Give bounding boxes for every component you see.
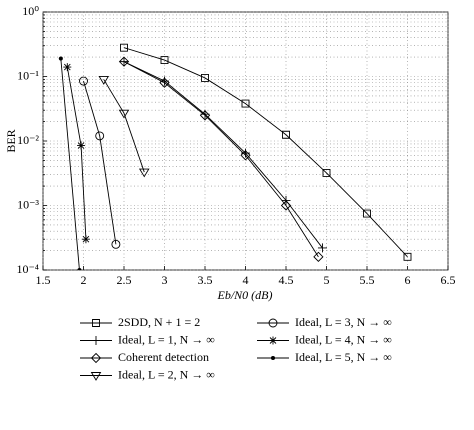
marker — [322, 168, 331, 177]
marker — [240, 150, 251, 161]
marker — [269, 336, 277, 345]
x-tick-label: 6 — [405, 273, 411, 287]
marker — [160, 56, 169, 64]
x-tick-label: 2 — [81, 273, 87, 287]
series-line — [60, 58, 80, 270]
marker — [90, 352, 102, 364]
legend-label: Ideal, L = 3, N → ∞ — [295, 315, 392, 329]
series-line — [103, 79, 145, 173]
marker — [138, 168, 150, 178]
y-tick-label: 10⁻² — [17, 133, 39, 147]
y-tick-label: 10⁻³ — [17, 197, 39, 211]
y-axis-label: BER — [4, 129, 18, 152]
marker — [159, 77, 170, 88]
marker — [268, 318, 278, 328]
marker — [270, 356, 276, 360]
x-axis-label: Eb/N0 (dB) — [217, 288, 273, 302]
y-tick-label: 10⁰ — [22, 4, 39, 18]
marker — [81, 235, 90, 244]
marker — [118, 56, 130, 67]
x-tick-label: 4.5 — [279, 273, 294, 287]
series-line — [123, 47, 408, 258]
marker — [363, 209, 371, 218]
series-group — [58, 43, 412, 270]
x-tick-label: 3 — [162, 273, 168, 287]
marker — [317, 243, 327, 253]
marker — [201, 73, 209, 82]
y-tick-label: 10⁻¹ — [17, 68, 39, 82]
legend-label: Ideal, L = 2, N → ∞ — [118, 367, 215, 381]
marker — [111, 239, 121, 249]
marker — [91, 336, 101, 345]
marker — [241, 148, 250, 158]
x-tick-label: 6.5 — [441, 273, 456, 287]
series-line — [66, 66, 87, 240]
x-tick-label: 2.5 — [117, 273, 132, 287]
x-tick-label: 5 — [324, 273, 330, 287]
marker — [313, 251, 324, 262]
y-tick-label: 10⁻⁴ — [16, 262, 39, 276]
marker — [77, 141, 86, 150]
marker — [241, 99, 250, 108]
series-line — [123, 61, 323, 249]
marker — [119, 57, 129, 67]
marker — [90, 372, 102, 381]
x-tick-label: 5.5 — [360, 273, 375, 287]
marker — [282, 130, 290, 139]
x-tick-label: 1.5 — [36, 273, 51, 287]
marker — [95, 131, 105, 141]
series-line — [83, 80, 117, 245]
marker — [79, 76, 88, 86]
legend-label: Ideal, L = 4, N → ∞ — [295, 332, 392, 346]
legend-label: Ideal, L = 5, N → ∞ — [295, 350, 392, 364]
marker — [98, 76, 110, 85]
legend-label: Ideal, L = 1, N → ∞ — [118, 332, 215, 346]
marker — [77, 268, 82, 270]
legend-label: Coherent detection — [118, 350, 209, 364]
series-line — [123, 61, 319, 258]
marker — [63, 63, 72, 72]
x-tick-label: 4 — [243, 273, 249, 287]
marker — [280, 200, 292, 211]
marker — [199, 110, 211, 121]
marker — [58, 56, 63, 61]
marker — [92, 319, 100, 327]
marker — [118, 109, 130, 119]
marker — [120, 43, 128, 52]
x-tick-label: 3.5 — [198, 273, 213, 287]
marker — [403, 252, 412, 261]
legend-label: 2SDD, N + 1 = 2 — [118, 315, 200, 329]
